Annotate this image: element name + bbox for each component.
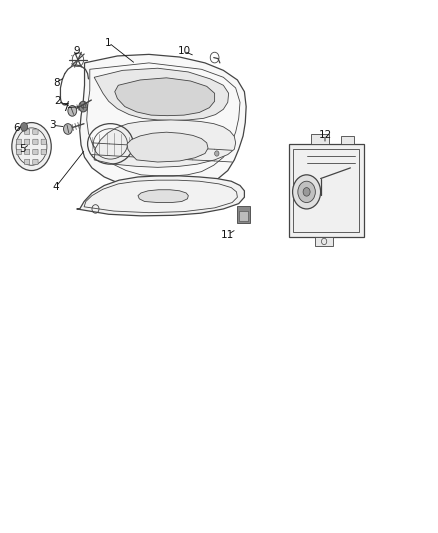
Polygon shape <box>237 206 250 223</box>
Text: 6: 6 <box>13 123 20 133</box>
Circle shape <box>198 150 203 155</box>
Circle shape <box>21 123 28 131</box>
Polygon shape <box>77 176 244 216</box>
Circle shape <box>79 101 88 112</box>
FancyBboxPatch shape <box>25 149 30 155</box>
Polygon shape <box>80 54 246 189</box>
Text: 11: 11 <box>221 230 234 239</box>
FancyBboxPatch shape <box>33 159 38 165</box>
Text: 9: 9 <box>73 46 80 55</box>
FancyBboxPatch shape <box>33 129 38 134</box>
Polygon shape <box>341 136 354 144</box>
Text: 4: 4 <box>53 182 60 191</box>
Polygon shape <box>94 68 229 120</box>
Text: 1: 1 <box>105 38 112 47</box>
Polygon shape <box>315 237 333 246</box>
Text: 5: 5 <box>19 144 26 154</box>
Polygon shape <box>289 144 364 237</box>
Circle shape <box>64 124 72 134</box>
Text: 12: 12 <box>318 131 332 140</box>
FancyBboxPatch shape <box>16 149 21 155</box>
FancyBboxPatch shape <box>16 139 21 144</box>
Text: 3: 3 <box>49 120 56 130</box>
Text: 10: 10 <box>177 46 191 56</box>
Circle shape <box>129 146 134 151</box>
Circle shape <box>164 148 169 153</box>
Polygon shape <box>127 132 208 162</box>
Polygon shape <box>94 120 236 167</box>
Text: 2: 2 <box>54 96 61 106</box>
Circle shape <box>215 151 219 156</box>
Circle shape <box>293 175 321 209</box>
Polygon shape <box>239 211 248 221</box>
FancyBboxPatch shape <box>41 149 46 155</box>
FancyBboxPatch shape <box>25 159 30 165</box>
Polygon shape <box>138 190 188 203</box>
Circle shape <box>182 149 186 154</box>
Circle shape <box>147 147 151 152</box>
FancyBboxPatch shape <box>33 149 38 155</box>
Circle shape <box>12 123 51 171</box>
Text: 8: 8 <box>53 78 60 87</box>
Circle shape <box>298 181 315 203</box>
Polygon shape <box>311 134 328 144</box>
Text: 7: 7 <box>62 103 69 112</box>
FancyBboxPatch shape <box>41 139 46 144</box>
Circle shape <box>68 106 77 116</box>
FancyBboxPatch shape <box>25 139 30 144</box>
FancyBboxPatch shape <box>25 129 30 134</box>
FancyBboxPatch shape <box>33 139 38 144</box>
Circle shape <box>303 188 310 196</box>
Polygon shape <box>115 78 215 116</box>
